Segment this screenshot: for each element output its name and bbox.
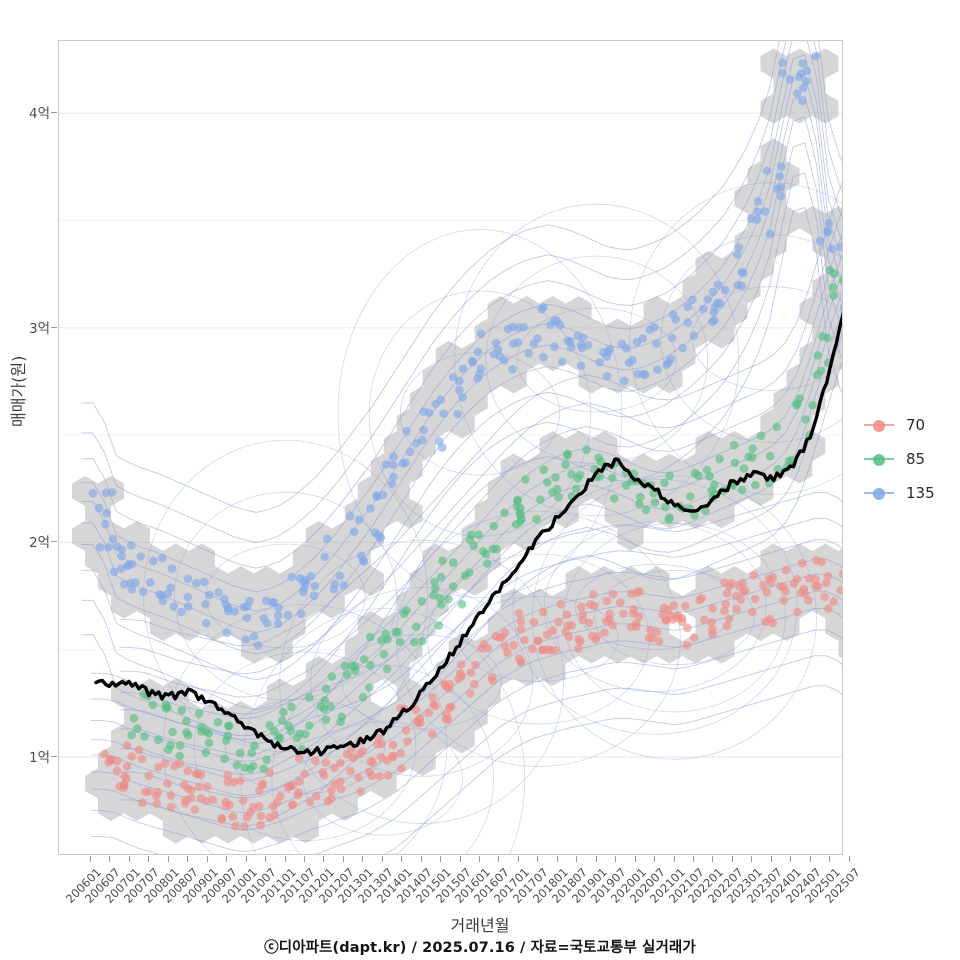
x-tick-mark <box>790 856 792 862</box>
legend-item-85[interactable]: 85 <box>862 442 960 476</box>
x-tick-mark <box>673 856 675 862</box>
x-tick-mark <box>362 856 364 862</box>
x-tick-mark <box>167 856 169 862</box>
x-tick-mark <box>654 856 656 862</box>
legend-item-70[interactable]: 70 <box>862 408 960 442</box>
plot-canvas <box>59 41 842 854</box>
plot-panel <box>58 40 843 855</box>
x-tick-mark <box>109 856 111 862</box>
source-caption: ⓒ디아파트(dapt.kr) / 2025.07.16 / 자료=국토교통부 실… <box>264 940 696 956</box>
legend-point-icon <box>873 454 885 466</box>
legend-label: 85 <box>906 450 926 468</box>
x-axis-title: 거래년월 <box>450 916 510 935</box>
x-tick-mark <box>245 856 247 862</box>
x-tick-mark <box>420 856 422 862</box>
x-tick-mark <box>128 856 130 862</box>
x-tick-mark <box>342 856 344 862</box>
y-tick-mark <box>51 541 57 543</box>
y-axis-title: 매매가(원) <box>9 355 28 427</box>
x-tick-mark <box>381 856 383 862</box>
x-tick-mark <box>265 856 267 862</box>
legend-point-icon <box>873 420 885 432</box>
legend-key-swatch <box>862 483 896 503</box>
y-tick-label: 1억 <box>28 750 50 766</box>
legend-item-135[interactable]: 135 <box>862 476 960 510</box>
x-tick-mark <box>517 856 519 862</box>
x-tick-mark <box>206 856 208 862</box>
y-tick-label: 2억 <box>28 535 50 552</box>
x-tick-mark <box>479 856 480 862</box>
y-axis-labels: 4억 3억 2억 1억 <box>0 0 50 960</box>
x-tick-mark <box>284 856 286 862</box>
legend-key-swatch <box>862 415 896 435</box>
legend-label: 135 <box>906 484 935 502</box>
y-tick-mark <box>51 326 57 328</box>
x-tick-mark <box>459 856 461 862</box>
y-tick-label: 3억 <box>28 320 50 337</box>
x-tick-mark <box>848 856 850 862</box>
x-tick-mark <box>692 856 694 862</box>
x-tick-mark <box>615 856 617 862</box>
legend-label: 70 <box>906 416 926 434</box>
x-tick-mark <box>303 856 305 862</box>
legend-key-swatch <box>862 449 896 469</box>
x-tick-mark <box>440 856 442 862</box>
x-tick-mark <box>751 856 753 862</box>
x-tick-mark <box>498 856 500 862</box>
x-tick-mark <box>731 856 733 862</box>
x-tick-mark <box>829 856 831 862</box>
y-tick-label: 4억 <box>28 106 50 123</box>
legend: 70 85 135 <box>862 408 960 510</box>
x-tick-mark <box>712 856 714 862</box>
x-tick-mark <box>187 856 189 862</box>
x-tick-mark <box>148 856 150 862</box>
x-tick-mark <box>323 856 325 862</box>
y-tick-mark <box>51 756 57 757</box>
x-tick-mark <box>576 856 578 862</box>
scatter-points <box>88 51 842 831</box>
x-tick-mark <box>556 856 558 862</box>
x-tick-mark <box>634 856 636 862</box>
x-tick-mark <box>809 856 811 862</box>
x-tick-mark <box>226 856 228 862</box>
x-tick-mark <box>90 856 91 862</box>
x-tick-mark <box>401 856 403 862</box>
y-tick-mark <box>51 112 57 114</box>
x-tick-mark <box>595 856 597 862</box>
legend-point-icon <box>873 488 885 500</box>
x-tick-mark <box>537 856 539 862</box>
median-trend-line <box>94 311 842 757</box>
x-tick-mark <box>770 856 772 862</box>
